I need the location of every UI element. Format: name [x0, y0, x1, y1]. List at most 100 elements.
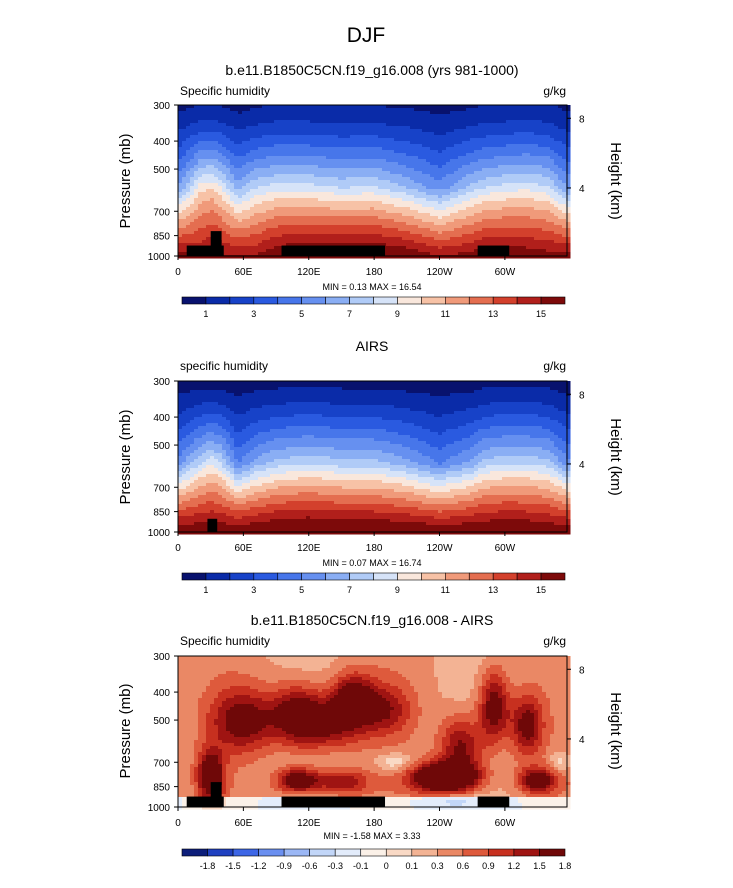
field-cell	[242, 153, 247, 157]
field-cell	[206, 141, 211, 145]
field-cell	[430, 237, 435, 241]
field-cell	[414, 144, 419, 148]
field-cell	[186, 213, 191, 217]
field-cell	[322, 108, 327, 112]
field-cell	[482, 129, 487, 133]
field-cell	[254, 216, 259, 220]
field-cell	[210, 141, 215, 145]
field-cell	[210, 117, 215, 121]
field-cell	[314, 117, 319, 121]
field-cell	[346, 192, 351, 196]
field-cell	[198, 129, 203, 133]
field-cell	[278, 150, 283, 154]
field-cell	[438, 231, 443, 235]
field-cell	[418, 180, 423, 184]
field-cell	[502, 201, 507, 205]
field-cell	[190, 129, 195, 133]
field-cell	[330, 174, 335, 178]
field-cell	[366, 180, 371, 184]
field-cell	[270, 105, 275, 109]
field-cell	[370, 228, 375, 232]
field-cell	[470, 210, 475, 214]
field-cell	[550, 228, 555, 232]
field-cell	[342, 111, 347, 115]
field-cell	[374, 240, 379, 244]
field-cell	[438, 207, 443, 211]
field-cell	[414, 141, 419, 145]
field-cell	[466, 198, 471, 202]
field-cell	[382, 126, 387, 130]
field-cell	[538, 138, 543, 142]
field-cell	[474, 222, 479, 226]
field-cell	[394, 177, 399, 181]
field-cell	[474, 192, 479, 196]
field-cell	[430, 177, 435, 181]
field-cell	[462, 177, 467, 181]
field-cell	[406, 234, 411, 238]
field-cell	[434, 237, 439, 241]
field-cell	[374, 153, 379, 157]
field-cell	[538, 120, 543, 124]
field-cell	[262, 228, 267, 232]
field-cell	[466, 120, 471, 124]
field-cell	[194, 198, 199, 202]
field-cell	[514, 105, 519, 109]
field-cell	[338, 207, 343, 211]
field-cell	[342, 147, 347, 151]
field-cell	[474, 126, 479, 130]
field-cell	[502, 231, 507, 235]
field-cell	[538, 168, 543, 172]
field-cell	[430, 126, 435, 130]
field-cell	[402, 204, 407, 208]
field-cell	[474, 195, 479, 199]
field-cell	[442, 219, 447, 223]
field-cell	[306, 165, 311, 169]
field-cell	[366, 183, 371, 187]
field-cell	[366, 156, 371, 160]
field-cell	[246, 159, 251, 163]
field-cell	[266, 165, 271, 169]
field-cell	[362, 111, 367, 115]
field-cell	[466, 207, 471, 211]
field-cell	[286, 129, 291, 133]
field-cell	[270, 159, 275, 163]
field-cell	[554, 228, 559, 232]
field-cell	[546, 240, 551, 244]
field-cell	[322, 183, 327, 187]
field-cell	[270, 207, 275, 211]
field-cell	[306, 168, 311, 172]
field-cell	[310, 234, 315, 238]
field-cell	[534, 156, 539, 160]
field-cell	[206, 144, 211, 148]
field-cell	[286, 159, 291, 163]
field-cell	[198, 123, 203, 127]
field-cell	[466, 165, 471, 169]
field-cell	[302, 114, 307, 118]
field-cell	[382, 123, 387, 127]
field-cell	[446, 156, 451, 160]
field-cell	[430, 231, 435, 235]
field-cell	[546, 156, 551, 160]
field-cell	[230, 228, 235, 232]
field-cell	[506, 234, 511, 238]
field-cell	[346, 240, 351, 244]
field-cell	[242, 234, 247, 238]
field-cell	[318, 204, 323, 208]
field-cell	[322, 177, 327, 181]
field-cell	[546, 225, 551, 229]
field-cell	[282, 153, 287, 157]
field-cell	[234, 180, 239, 184]
field-cell	[482, 168, 487, 172]
field-cell	[374, 129, 379, 133]
field-cell	[226, 234, 231, 238]
field-cell	[454, 192, 459, 196]
field-cell	[354, 201, 359, 205]
field-cell	[342, 120, 347, 124]
field-cell	[178, 207, 183, 211]
field-cell	[362, 114, 367, 118]
field-cell	[286, 174, 291, 178]
field-cell	[346, 216, 351, 220]
field-cell	[222, 204, 227, 208]
field-cell	[254, 126, 259, 130]
field-cell	[458, 117, 463, 121]
